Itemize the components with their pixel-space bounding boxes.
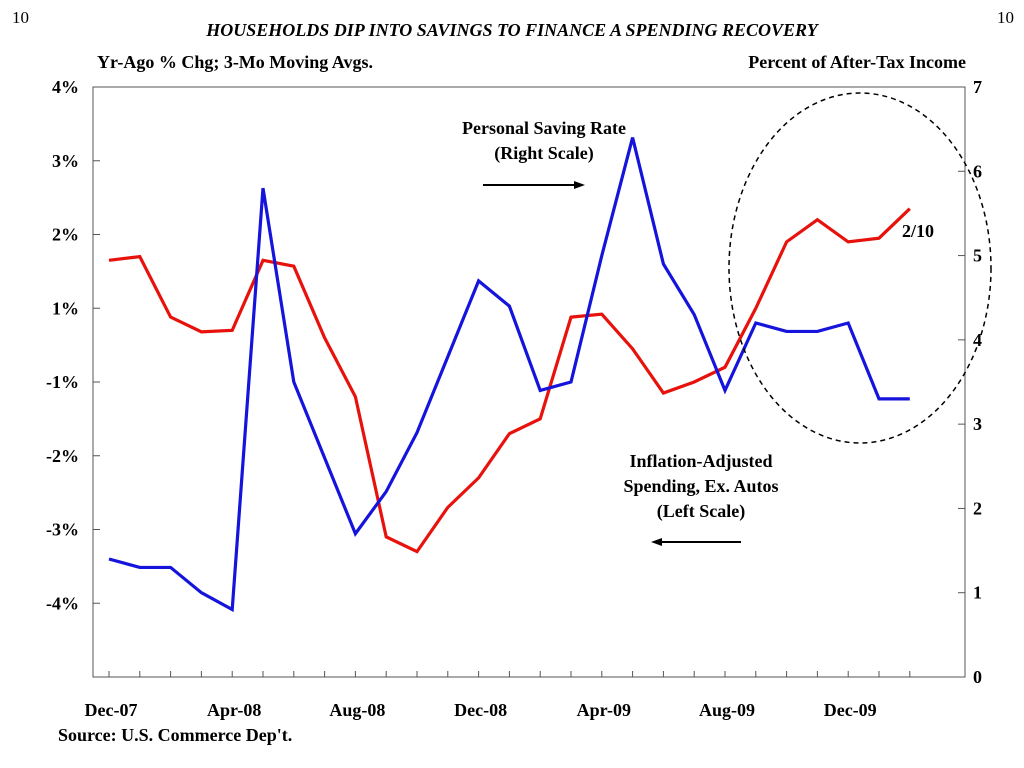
x-tick-label: Dec-07 [85, 700, 138, 720]
chart-title: HOUSEHOLDS DIP INTO SAVINGS TO FINANCE A… [206, 20, 818, 40]
right-tick-label: 4 [973, 330, 982, 350]
left-tick-label: -3% [46, 520, 79, 540]
left-tick-label: 1% [52, 298, 79, 318]
left-tick-label: -1% [46, 372, 79, 392]
left-tick-label: 3% [52, 151, 79, 171]
source-note: Source: U.S. Commerce Dep't. [58, 725, 293, 745]
page-number-right: 10 [997, 8, 1014, 27]
plot-frame [92, 86, 966, 678]
highlight-ellipse [728, 92, 992, 444]
x-tick-label: Apr-09 [577, 700, 631, 720]
saving-rate-annotation: (Right Scale) [494, 143, 593, 164]
right-tick-label: 6 [973, 161, 982, 181]
spending-annotation: (Left Scale) [657, 501, 745, 522]
left-tick-label: -4% [46, 593, 79, 613]
right-tick-label: 2 [973, 498, 982, 518]
right-tick-label: 0 [973, 667, 982, 687]
saving-rate-annotation: Personal Saving Rate [462, 118, 626, 138]
spending-line [108, 207, 911, 554]
left-arrow-head [651, 538, 662, 546]
x-tick-label: Aug-08 [329, 700, 385, 720]
right-tick-label: 1 [973, 583, 982, 603]
right-tick-label: 5 [973, 246, 982, 266]
left-tick-label: -2% [46, 446, 79, 466]
spending-annotation: Spending, Ex. Autos [623, 476, 778, 496]
right-tick-label: 7 [973, 77, 982, 97]
left-axis-label: Yr-Ago % Chg; 3-Mo Moving Avgs. [97, 52, 373, 72]
x-tick-label: Apr-08 [207, 700, 261, 720]
x-tick-label: Dec-08 [454, 700, 507, 720]
right-arrow-head [574, 181, 585, 189]
ellipse-label: 2/10 [902, 221, 934, 241]
left-tick-label: 4% [52, 77, 79, 97]
left-tick-label: 2% [52, 225, 79, 245]
right-axis-label: Percent of After-Tax Income [748, 52, 966, 72]
spending-annotation: Inflation-Adjusted [629, 451, 772, 471]
saving-rate-line [108, 137, 910, 613]
x-tick-label: Aug-09 [699, 700, 755, 720]
x-tick-label: Dec-09 [824, 700, 877, 720]
right-tick-label: 3 [973, 414, 982, 434]
page-number-left: 10 [12, 8, 29, 27]
